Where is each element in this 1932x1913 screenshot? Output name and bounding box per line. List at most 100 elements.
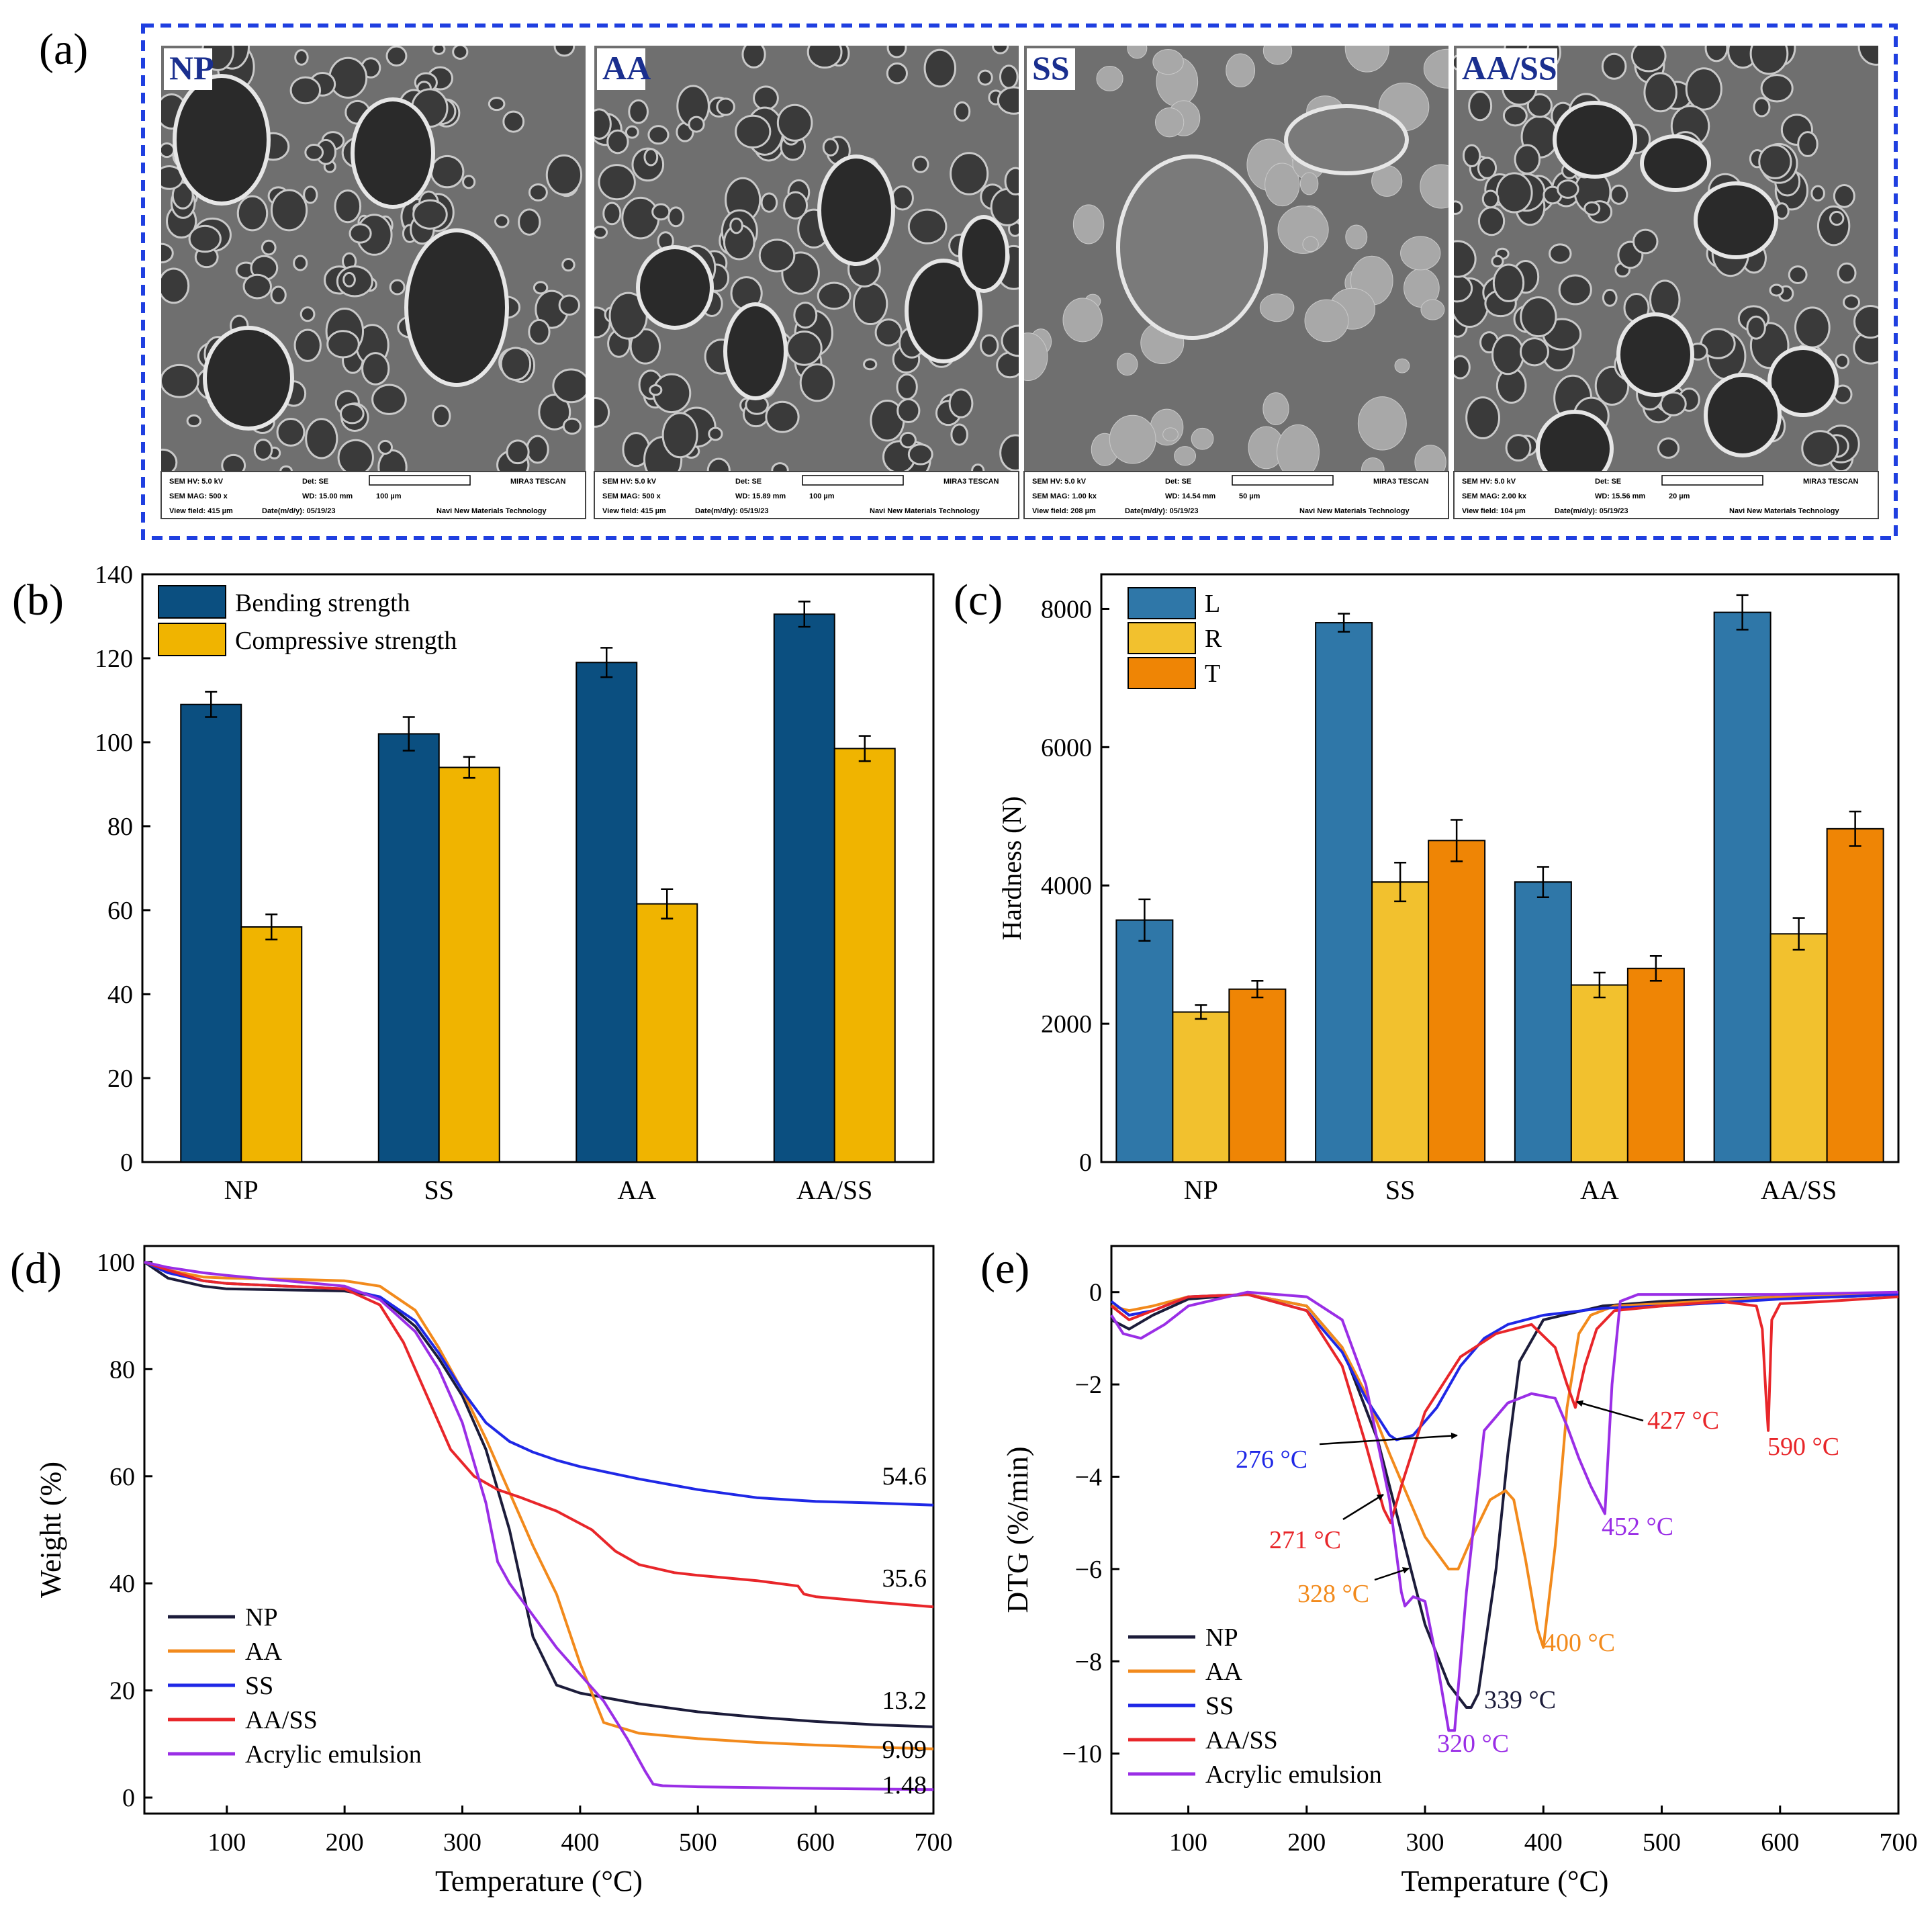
- sem-tag-label: AA/SS: [1462, 49, 1557, 87]
- y-axis-label: Weight (%): [34, 1462, 67, 1598]
- sem-info-brand: MIRA3 TESCAN: [944, 478, 999, 486]
- bar-l-ss: [1315, 622, 1373, 1163]
- y-tick-label: 100: [97, 1249, 135, 1277]
- chart-c: 0 2000 4000 6000 8000 NP SS AA AA/SS LRT Hardness …: [997, 573, 1900, 1205]
- sem-tag-label: AA: [602, 49, 651, 87]
- bar-t-aa: [1626, 967, 1685, 1163]
- sem-info-wd: WD: 15.00 mm: [302, 492, 353, 500]
- peak-annotation: 276 °C: [1236, 1445, 1307, 1474]
- y-tick-label: 20: [107, 1065, 133, 1093]
- end-value-label: 9.09: [882, 1736, 927, 1764]
- bar-l-aa-ss: [1713, 611, 1772, 1163]
- sem-tag-bg: [164, 48, 212, 90]
- sem-info-date: Date(m/d/y): 05/19/23: [695, 507, 768, 515]
- sem-info-hv: SEM HV: 5.0 kV: [1032, 478, 1087, 486]
- legend-swatch: [158, 585, 226, 619]
- sem-scale-bar: [1232, 475, 1334, 486]
- bar-r-ss: [1371, 881, 1430, 1163]
- legend-label: AA/SS: [1205, 1726, 1278, 1754]
- y-tick-label: −4: [1075, 1463, 1102, 1491]
- x-tick-label: AA: [617, 1175, 656, 1205]
- x-tick-label: 400: [1524, 1828, 1563, 1857]
- sem-scale-bar: [1661, 475, 1763, 486]
- y-tick-label: 80: [107, 813, 133, 841]
- bar-compressive-strength-ss: [438, 766, 500, 1163]
- sem-info-det: Det: SE: [1595, 478, 1621, 486]
- sem-info-mag: SEM MAG: 500 x: [169, 492, 228, 500]
- peak-annotation: 328 °C: [1297, 1580, 1369, 1608]
- y-tick-label: 4000: [1041, 872, 1092, 900]
- x-tick-label: 300: [1406, 1828, 1444, 1857]
- sem-scale-bar: [369, 475, 471, 486]
- x-tick-label: NP: [1184, 1175, 1218, 1205]
- plot-frame: [143, 1245, 935, 1815]
- sem-info-date: Date(m/d/y): 05/19/23: [1555, 507, 1628, 515]
- y-tick-label: −10: [1062, 1740, 1102, 1769]
- peak-annotation: 271 °C: [1269, 1526, 1341, 1554]
- sem-panel-border: [141, 24, 1898, 540]
- x-tick-label: 600: [1761, 1828, 1799, 1857]
- sem-info-wd: WD: 14.54 mm: [1165, 492, 1215, 500]
- sem-info-field: View field: 104 µm: [1462, 507, 1526, 515]
- x-axis-label: Temperature (°C): [1401, 1865, 1609, 1898]
- panel-label-e: (e): [980, 1244, 1029, 1293]
- bar-bending-strength-ss: [377, 733, 440, 1163]
- plot-frame: [141, 573, 935, 1163]
- y-tick-label: 40: [109, 1570, 135, 1598]
- y-tick-label: 0: [1089, 1279, 1102, 1307]
- legend-label: Bending strength: [235, 589, 410, 617]
- sem-info-det: Det: SE: [1165, 478, 1191, 486]
- bar-compressive-strength-aa: [636, 903, 698, 1163]
- chart-e: 100 200 300 400 500 600 700 0 −2 −4 −6 −8 −10 Tempera…: [1001, 1245, 1918, 1898]
- x-tick-label: AA/SS: [1761, 1175, 1837, 1205]
- sem-info-company: Navi New Materials Technology: [870, 507, 980, 515]
- legend-label: Acrylic emulsion: [1205, 1761, 1382, 1789]
- sem-tag-bg: [1457, 48, 1557, 90]
- bar-l-np: [1115, 919, 1174, 1163]
- series-line-acrylic-emulsion: [144, 1260, 934, 1791]
- series-line-aa-ss: [1110, 1293, 1899, 1525]
- x-axis-label: Temperature (°C): [435, 1865, 643, 1898]
- sem-image-np: SEM HV: 5.0 kV Det: SE MIRA3 TESCAN SEM MAG…: [160, 46, 586, 519]
- y-tick-label: 0: [122, 1784, 135, 1812]
- bar-bending-strength-aa-ss: [773, 613, 835, 1163]
- legend-label: Acrylic emulsion: [245, 1740, 422, 1769]
- y-tick-label: 80: [109, 1355, 135, 1384]
- bar-t-np: [1228, 988, 1287, 1163]
- peak-annotation: 590 °C: [1767, 1433, 1839, 1461]
- x-tick-label: 100: [208, 1828, 246, 1857]
- sem-info-det: Det: SE: [302, 478, 328, 486]
- legend-label: Compressive strength: [235, 627, 457, 655]
- x-tick-label: NP: [224, 1175, 259, 1205]
- sem-info-brand: MIRA3 TESCAN: [1373, 478, 1429, 486]
- x-tick-label: 200: [1287, 1828, 1326, 1857]
- sem-info-date: Date(m/d/y): 05/19/23: [1125, 507, 1198, 515]
- end-value-label: 54.6: [882, 1462, 927, 1491]
- x-tick-label: 500: [679, 1828, 717, 1857]
- sem-info-scale: 50 µm: [1239, 492, 1260, 500]
- series-line-ss: [1110, 1293, 1899, 1441]
- sem-info-mag: SEM MAG: 500 x: [602, 492, 661, 500]
- y-tick-label: −2: [1075, 1371, 1102, 1399]
- x-tick-label: 500: [1643, 1828, 1681, 1857]
- sem-image-aa-ss: SEM HV: 5.0 kV Det: SE MIRA3 TESCAN SEM MAG…: [1453, 46, 1879, 519]
- legend-label: SS: [1205, 1692, 1234, 1720]
- legend-label: NP: [245, 1603, 278, 1632]
- plot-frame: [1100, 573, 1900, 1163]
- peak-annotation: 452 °C: [1602, 1513, 1673, 1541]
- sem-info-company: Navi New Materials Technology: [1299, 507, 1410, 515]
- sem-info-scale: 100 µm: [376, 492, 402, 500]
- series-line-aa-ss: [144, 1261, 934, 1609]
- sem-tag-bg: [597, 48, 645, 90]
- sem-info-mag: SEM MAG: 1.00 kx: [1032, 492, 1097, 500]
- y-tick-label: 2000: [1041, 1010, 1092, 1038]
- sem-info-hv: SEM HV: 5.0 kV: [602, 478, 657, 486]
- sem-info-field: View field: 208 µm: [1032, 507, 1096, 515]
- x-tick-label: 700: [915, 1828, 953, 1857]
- bar-bending-strength-np: [180, 703, 242, 1163]
- y-tick-label: 100: [95, 729, 133, 757]
- sem-tag-label: NP: [169, 49, 214, 87]
- series-line-aa: [1111, 1293, 1899, 1649]
- sem-info-hv: SEM HV: 5.0 kV: [169, 478, 224, 486]
